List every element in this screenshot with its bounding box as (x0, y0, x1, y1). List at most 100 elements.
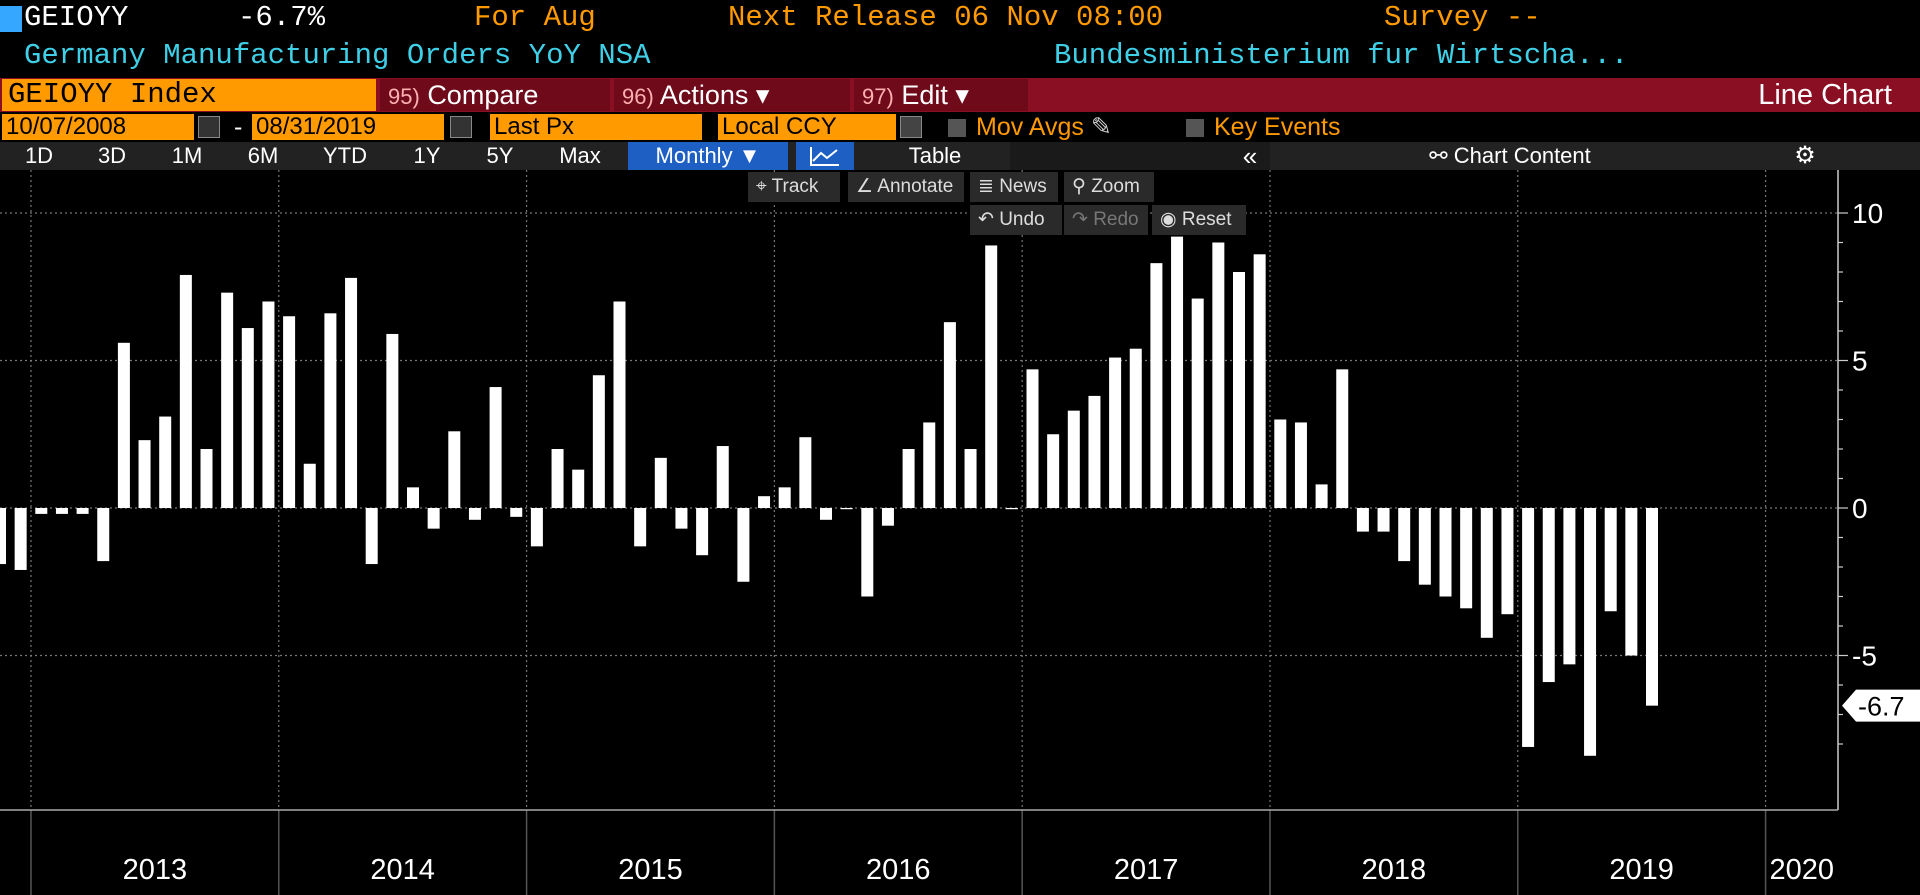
x-tick-label: 2014 (370, 854, 435, 886)
bar (1480, 508, 1493, 638)
key-events-toggle[interactable]: Key Events (1186, 112, 1340, 142)
last-value-flag (1842, 689, 1920, 722)
compare-button[interactable]: 95) Compare (380, 79, 610, 111)
track-button[interactable]: ⌖ Track (748, 172, 840, 202)
bar (283, 316, 296, 508)
bar (964, 449, 977, 508)
bar (1646, 508, 1658, 706)
bar (778, 487, 791, 508)
actions-label: Actions ▾ (659, 80, 770, 110)
bar (262, 301, 275, 508)
y-axis: -5 0 5 10 -6.7 (1837, 170, 1920, 810)
redo-button[interactable]: ↷ Redo (1064, 205, 1148, 235)
news-label: News (999, 176, 1047, 197)
mov-avgs-checkbox[interactable] (948, 119, 966, 138)
bar (448, 431, 461, 508)
bar (1439, 508, 1452, 597)
end-calendar-icon[interactable] (450, 116, 472, 138)
chart-content-button[interactable]: ⚯ Chart Content (1380, 142, 1640, 170)
date-dash: - (234, 113, 243, 141)
undo-button[interactable]: ↶ Undo (970, 205, 1062, 235)
actions-button[interactable]: 96) Actions ▾ (614, 79, 850, 111)
end-date-field[interactable]: 08/31/2019 (252, 114, 444, 140)
bar (716, 446, 729, 508)
start-calendar-icon[interactable] (198, 116, 220, 138)
start-date-field[interactable]: 10/07/2008 (2, 114, 194, 140)
news-button[interactable]: ≣ News (970, 172, 1058, 202)
compare-number: 95) (388, 84, 420, 109)
bar (1563, 508, 1576, 665)
range-1d[interactable]: 1D (24, 143, 54, 168)
x-axis: 2013 2014 2015 2016 2017 2018 2019 2020 (0, 809, 1838, 895)
range-5y[interactable]: 5Y (486, 143, 514, 168)
field-select[interactable]: Last Px (490, 114, 702, 140)
pencil-icon[interactable]: ✎ (1090, 113, 1112, 141)
last-value: -6.7% (238, 1, 326, 34)
bar (1088, 395, 1101, 508)
bar (1542, 508, 1555, 683)
table-button[interactable]: Table (908, 143, 962, 168)
zoom-button[interactable]: ⚲ Zoom (1064, 172, 1154, 202)
chart-content-label: Chart Content (1453, 143, 1591, 168)
bar (14, 508, 27, 570)
range-max[interactable]: Max (559, 143, 601, 168)
bar (35, 508, 48, 514)
bar (861, 508, 874, 597)
ticker: GEIOYY (24, 1, 129, 34)
chart-type-label[interactable]: Line Chart (1758, 79, 1892, 111)
bar (696, 508, 709, 556)
bar (1233, 272, 1245, 508)
range-1y[interactable]: 1Y (413, 143, 441, 168)
bar (159, 416, 172, 508)
line-chart-icon[interactable] (796, 142, 854, 170)
period-select[interactable]: Monthly ▼ (628, 142, 788, 170)
bar (1171, 236, 1184, 508)
bar (530, 508, 543, 547)
currency-dropdown-icon[interactable] (900, 116, 922, 138)
reset-button[interactable]: ◉ Reset (1152, 205, 1246, 235)
mov-avgs-toggle[interactable]: Mov Avgs ✎ (948, 112, 1112, 142)
collapse-icon[interactable]: « (1242, 141, 1258, 171)
bar (0, 508, 6, 565)
y-tick-label: -5 (1852, 641, 1877, 672)
annotate-label: Annotate (877, 176, 954, 197)
bar (468, 508, 481, 520)
key-events-checkbox[interactable] (1186, 119, 1204, 138)
range-3d[interactable]: 3D (97, 143, 127, 168)
range-1m[interactable]: 1M (171, 143, 203, 168)
next-release: Next Release 06 Nov 08:00 (728, 1, 1164, 34)
bar (138, 440, 151, 508)
bar (1191, 298, 1204, 508)
bar (1501, 508, 1514, 615)
mov-avgs-label: Mov Avgs (976, 113, 1084, 141)
bar (840, 508, 853, 510)
zoom-icon: ⚲ (1072, 176, 1086, 197)
bar (1604, 508, 1617, 612)
x-tick-label: 2020 (1770, 854, 1835, 886)
bar (737, 508, 750, 582)
security-color-marker (0, 6, 22, 32)
for-period: For Aug (474, 1, 596, 34)
currency-select[interactable]: Local CCY (718, 114, 896, 140)
description-row: Germany Manufacturing Orders YoY NSA Bun… (0, 36, 1920, 76)
bar (1005, 508, 1018, 510)
annotate-icon: ∠ (856, 176, 874, 197)
bar (634, 508, 647, 547)
bar (592, 375, 605, 508)
bar (572, 469, 585, 508)
range-6m[interactable]: 6M (247, 143, 279, 168)
actions-number: 96) (622, 84, 654, 109)
bar (551, 449, 564, 508)
annotate-button[interactable]: ∠ Annotate (848, 172, 964, 202)
bar (1109, 357, 1122, 508)
index-field[interactable]: GEIOYY Index (2, 79, 376, 111)
settings-gear-icon[interactable]: ⚙ (1794, 142, 1816, 169)
edit-button[interactable]: 97) Edit ▾ (854, 79, 1028, 111)
bar (820, 508, 832, 520)
range-ytd[interactable]: YTD (323, 143, 367, 168)
bar (1377, 508, 1390, 532)
compare-label: Compare (427, 80, 539, 110)
bar (1584, 508, 1597, 756)
x-tick-label: 2018 (1362, 854, 1427, 886)
